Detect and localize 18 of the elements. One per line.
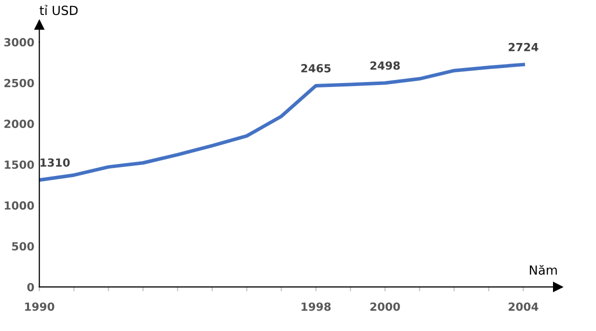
y-tick-label: 500 bbox=[12, 242, 34, 251]
y-tick-label: 0 bbox=[27, 282, 34, 292]
y-tick-label: 2500 bbox=[4, 78, 34, 88]
data-label: 2498 bbox=[370, 61, 400, 70]
y-tick-label: 1000 bbox=[4, 201, 34, 210]
x-tick-label: 2004 bbox=[508, 302, 538, 311]
y-tick-label: 2000 bbox=[4, 120, 34, 128]
data-label: 2465 bbox=[301, 64, 331, 72]
x-tick-label: 2000 bbox=[370, 302, 400, 311]
data-label: 2724 bbox=[508, 42, 538, 52]
x-axis-title: Năm bbox=[530, 265, 557, 275]
y-axis-title: tỉ USD bbox=[40, 4, 78, 16]
x-tick-label: 1990 bbox=[25, 302, 54, 311]
line-series bbox=[39, 62, 526, 182]
y-tick-label: 3000 bbox=[4, 38, 34, 46]
data-label: 1310 bbox=[40, 158, 70, 167]
x-tick-label: 1998 bbox=[302, 302, 331, 311]
y-tick-label: 1500 bbox=[4, 160, 34, 169]
